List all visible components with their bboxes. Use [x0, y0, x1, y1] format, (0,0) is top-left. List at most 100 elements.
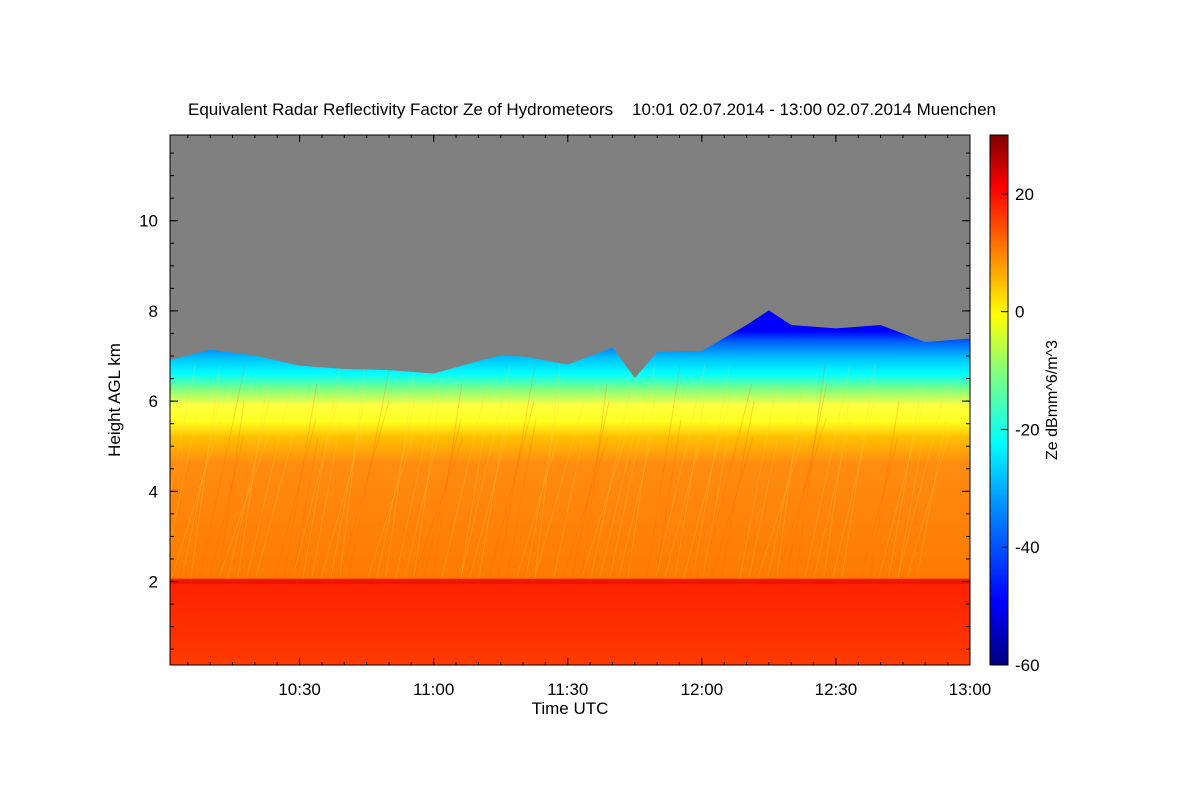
chart-title: Equivalent Radar Reflectivity Factor Ze …	[188, 100, 996, 119]
fall-streak	[534, 364, 561, 578]
fall-streak	[720, 401, 755, 578]
fall-streak	[897, 437, 924, 578]
fall-streak	[618, 419, 657, 578]
fall-streak	[423, 419, 462, 578]
fall-streak	[711, 437, 754, 578]
fall-streak	[599, 437, 634, 578]
y-tick-label: 2	[149, 573, 158, 592]
fall-streak	[581, 419, 632, 578]
fall-streak	[376, 401, 415, 578]
fall-streak	[664, 419, 707, 578]
fall-streak	[330, 401, 365, 578]
fall-streak	[553, 437, 584, 578]
fall-streak	[702, 437, 729, 578]
fall-streak	[311, 419, 342, 578]
x-tick-label: 10:30	[278, 680, 321, 699]
fall-streak	[237, 383, 268, 578]
fall-streak	[860, 437, 899, 578]
fall-streak	[906, 437, 949, 578]
plot-frame	[169, 134, 971, 666]
y-axis-label: Height AGL km	[105, 343, 124, 457]
fall-streak	[506, 419, 537, 578]
fall-streak	[339, 364, 366, 578]
fall-streak	[227, 401, 270, 578]
x-tick-label: 12:30	[815, 680, 858, 699]
colorbar: 20 0 -20 -40 -60 Ze dBmm^6/m^3	[989, 134, 1061, 675]
fall-streak	[869, 401, 900, 578]
fall-streak	[674, 401, 705, 578]
fall-streak	[590, 382, 633, 578]
fall-streak	[897, 382, 948, 578]
x-tick-label: 11:00	[413, 680, 454, 699]
fall-streak	[320, 419, 367, 578]
y-tick-label: 6	[149, 392, 158, 411]
fall-streak	[497, 364, 536, 578]
fall-streak	[841, 364, 876, 578]
fall-streak	[916, 419, 947, 578]
fall-streak	[627, 383, 658, 578]
fall-streak	[702, 382, 753, 578]
fall-streak	[170, 419, 197, 578]
fall-streak	[562, 437, 609, 578]
fall-streak	[367, 437, 414, 578]
fall-streak	[692, 364, 731, 578]
x-tick-label: 13:00	[949, 680, 992, 699]
fall-streak	[385, 364, 416, 578]
fall-streak	[441, 382, 488, 578]
fall-streak	[488, 401, 535, 578]
fall-streak	[339, 400, 390, 578]
cloud-echo-field	[170, 310, 970, 665]
x-tick-label: 11:30	[547, 680, 588, 699]
colorbar-tick-label: -20	[1015, 420, 1040, 439]
colorbar-gradient	[989, 134, 1009, 666]
colorbar-label: Ze dBmm^6/m^3	[1044, 340, 1061, 460]
y-tick-label: 4	[149, 482, 158, 501]
colorbar-tick-label: -60	[1015, 656, 1040, 675]
fall-streak	[878, 401, 925, 578]
fall-streak	[581, 383, 608, 578]
cloud-gradient	[170, 310, 970, 665]
fall-streak	[413, 437, 464, 578]
fall-streak	[348, 364, 391, 578]
fall-streak	[785, 382, 828, 578]
fall-streak	[888, 383, 923, 578]
fall-streak	[571, 401, 610, 578]
fall-streak	[413, 401, 440, 578]
fall-streak	[404, 437, 439, 578]
fall-streak	[395, 382, 438, 578]
fall-streak	[823, 401, 850, 578]
fall-streaks	[170, 364, 949, 578]
fall-streak	[776, 383, 803, 578]
fall-streak	[767, 419, 802, 578]
x-tick-label: 12:00	[681, 680, 724, 699]
fall-streak	[832, 401, 875, 578]
colorbar-tick-label: 20	[1015, 185, 1034, 204]
fall-streak	[246, 382, 293, 578]
fall-streak	[274, 419, 317, 578]
fall-streak	[655, 419, 682, 578]
fall-streak	[516, 437, 559, 578]
fall-streak	[255, 437, 294, 578]
fall-streak	[469, 419, 512, 578]
fall-streak	[190, 364, 221, 578]
fall-streak	[478, 383, 513, 578]
fall-streak	[655, 364, 706, 578]
y-tick-label: 10	[139, 212, 158, 231]
fall-streak	[170, 382, 173, 578]
colorbar-tick-label: -40	[1015, 538, 1040, 557]
fall-streak	[795, 364, 826, 578]
fall-streak	[609, 364, 656, 578]
fall-streak	[757, 437, 804, 578]
fall-streak	[302, 364, 341, 578]
fall-streak	[432, 383, 463, 578]
colorbar-tick-label: 0	[1015, 303, 1024, 322]
fall-streak	[292, 437, 319, 578]
fall-streak	[776, 419, 827, 578]
fall-streak	[170, 364, 196, 578]
fall-streak	[460, 419, 487, 578]
fall-streak	[283, 383, 318, 578]
fall-streak	[171, 419, 222, 578]
fall-streak	[739, 382, 778, 578]
fall-streak	[646, 364, 681, 578]
